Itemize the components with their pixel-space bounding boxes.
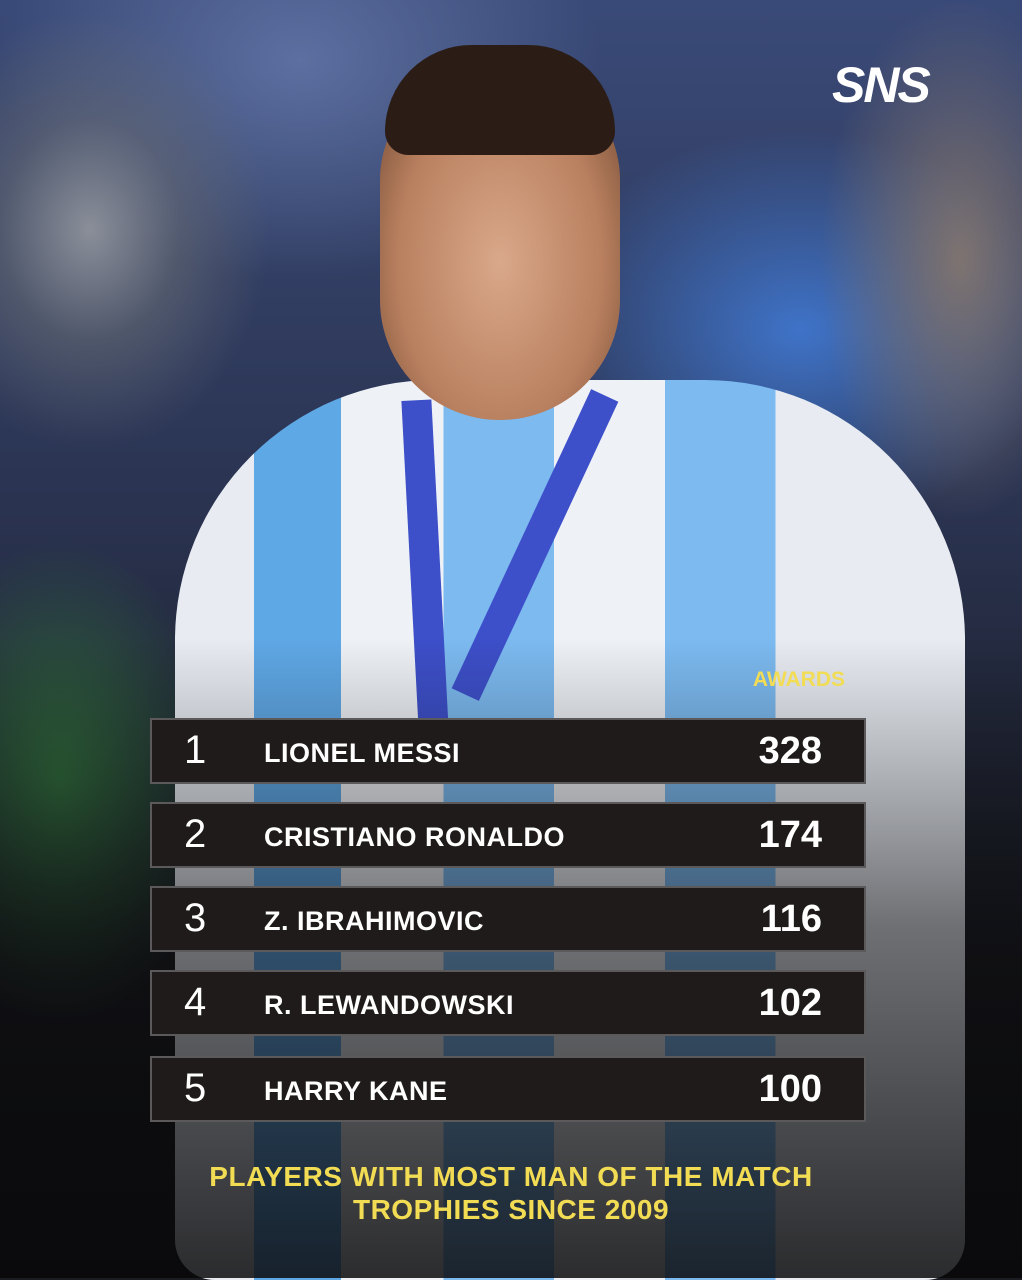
rank: 3: [184, 896, 207, 940]
player-name: Z. IBRAHIMOVIC: [264, 906, 484, 936]
rank: 4: [184, 980, 207, 1024]
rank: 5: [184, 1066, 207, 1110]
award-count: 116: [760, 898, 822, 940]
sns-logo: SNS: [832, 57, 931, 113]
award-count: 174: [758, 814, 822, 856]
caption-line-2: TROPHIES SINCE 2009: [352, 1194, 670, 1225]
caption: PLAYERS WITH MOST MAN OF THE MATCH TROPH…: [0, 1160, 1022, 1226]
player-name: HARRY KANE: [264, 1076, 448, 1106]
table-row: 5 HARRY KANE 100: [150, 1056, 866, 1122]
table-row: 2 CRISTIANO RONALDO 174: [150, 802, 866, 868]
player-name: LIONEL MESSI: [264, 738, 461, 768]
awards-column-header: AWARDS: [752, 668, 845, 691]
player-name: R. LEWANDOWSKI: [264, 990, 514, 1020]
caption-line-1: PLAYERS WITH MOST MAN OF THE MATCH: [209, 1161, 813, 1192]
table-row: 3 Z. IBRAHIMOVIC 116: [150, 886, 866, 952]
table-row: 1 LIONEL MESSI 328: [150, 718, 866, 784]
award-count: 328: [758, 730, 822, 772]
rank: 2: [184, 812, 207, 856]
player-hair: [385, 45, 615, 155]
table-row: 4 R. LEWANDOWSKI 102: [150, 970, 866, 1036]
rank: 1: [184, 728, 207, 772]
award-count: 102: [758, 982, 822, 1024]
award-count: 100: [758, 1068, 822, 1110]
player-name: CRISTIANO RONALDO: [264, 822, 565, 852]
